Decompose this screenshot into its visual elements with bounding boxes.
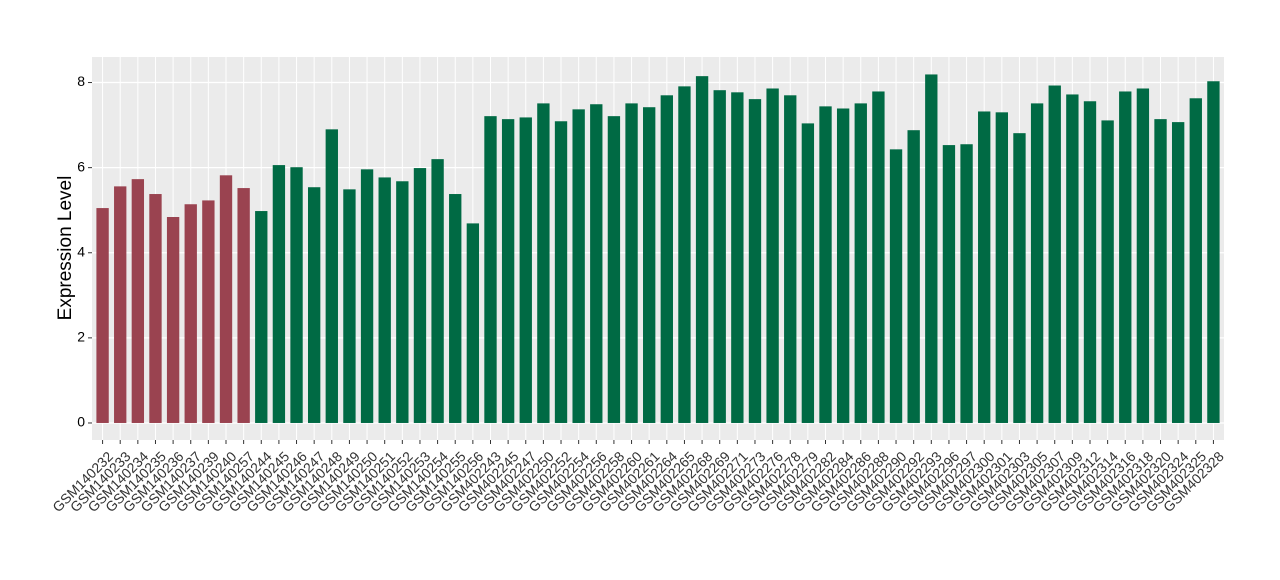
bar — [484, 116, 497, 423]
y-tick-label: 6 — [77, 158, 85, 174]
bar — [1207, 81, 1220, 423]
bar — [237, 188, 250, 423]
bar — [1048, 85, 1061, 423]
bar — [96, 208, 109, 423]
bar — [537, 103, 550, 423]
bar — [166, 217, 180, 423]
bar — [449, 194, 462, 423]
bar — [1083, 101, 1097, 423]
y-tick-label: 0 — [77, 414, 85, 430]
bar — [713, 90, 726, 423]
bar — [872, 91, 885, 423]
bar — [1189, 98, 1202, 423]
bar — [695, 76, 709, 423]
bar — [1066, 94, 1079, 423]
bar — [801, 123, 815, 423]
bar — [995, 112, 1009, 423]
bar — [1171, 122, 1185, 423]
bar — [554, 121, 568, 423]
bar — [1101, 120, 1114, 423]
bar — [836, 108, 850, 423]
bar — [1136, 88, 1150, 423]
bar — [889, 149, 903, 423]
bar — [255, 211, 268, 423]
bar — [731, 92, 744, 423]
bar — [431, 159, 444, 423]
y-tick-label: 4 — [77, 243, 85, 259]
bar — [184, 204, 197, 423]
bar — [307, 187, 321, 423]
bar — [219, 175, 233, 423]
bar — [272, 165, 286, 423]
bar — [625, 103, 638, 423]
bar — [660, 95, 673, 423]
bar — [396, 181, 409, 423]
bar — [202, 200, 215, 423]
y-tick-label: 2 — [77, 329, 85, 345]
bar — [1119, 91, 1132, 423]
bar — [819, 106, 832, 423]
bar — [1154, 119, 1167, 423]
bar — [607, 116, 621, 423]
bar — [131, 179, 145, 423]
bar — [854, 103, 867, 423]
bar — [590, 104, 603, 423]
bar — [942, 145, 956, 423]
bar — [466, 223, 480, 423]
y-tick-label: 8 — [77, 73, 85, 89]
bar — [360, 169, 374, 423]
bar — [572, 109, 585, 423]
bar — [978, 111, 991, 423]
bar — [378, 177, 391, 423]
bar — [766, 88, 779, 423]
bar — [748, 99, 762, 423]
bar — [960, 144, 973, 423]
bar — [784, 95, 797, 423]
bar — [678, 86, 691, 423]
bar — [290, 167, 303, 423]
bar — [1013, 133, 1026, 423]
y-axis-title: Expression Level — [55, 176, 76, 321]
bar — [643, 107, 656, 423]
bar — [149, 194, 162, 423]
bar — [925, 74, 938, 423]
bar — [413, 168, 427, 423]
bar — [114, 186, 127, 423]
bar — [519, 117, 532, 423]
bar — [907, 130, 920, 423]
bar — [325, 129, 338, 423]
bar — [343, 189, 356, 423]
bar — [501, 119, 515, 423]
bar — [1030, 103, 1044, 423]
